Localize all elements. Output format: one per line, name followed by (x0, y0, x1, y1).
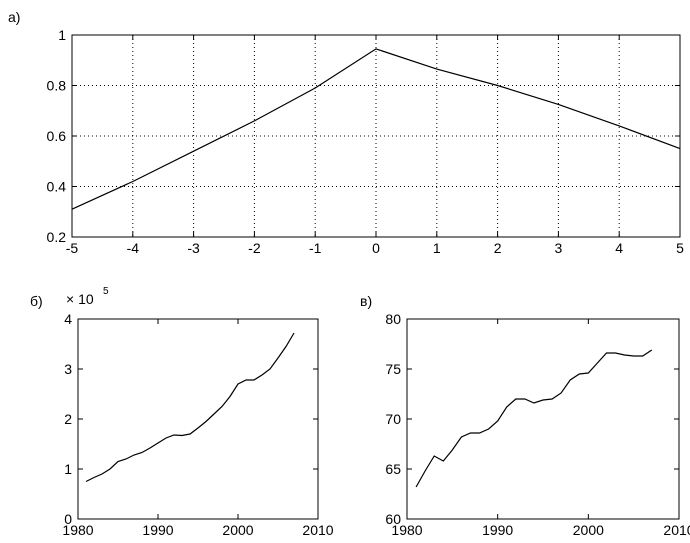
a-xtick-label-9: 4 (615, 240, 623, 256)
c-xtick-label-1: 1990 (482, 522, 513, 538)
b-xtick-label-3: 2010 (302, 522, 333, 538)
a-ytick-label-0: 0.2 (47, 229, 67, 245)
a-xtick-label-5: 0 (372, 240, 380, 256)
b-ytick-label-1: 1 (64, 461, 72, 477)
a-ytick-label-1: 0.4 (47, 179, 67, 195)
chart-c: 1980 1990 2000 2010 60 65 70 75 80 (385, 311, 690, 538)
panel-label-b: б) (30, 293, 43, 309)
chart-b: 1980 1990 2000 2010 0 1 2 3 4 (62, 311, 333, 538)
b-axes-box (77, 318, 319, 520)
c-series-line (415, 349, 653, 488)
b-series-line (85, 332, 295, 483)
b-xtick-label-2: 2000 (222, 522, 253, 538)
a-xtick-label-0: -5 (66, 240, 79, 256)
a-xtick-label-1: -4 (127, 240, 140, 256)
c-ytick-label-2: 70 (385, 411, 401, 427)
chart-a: -5 -4 -3 -2 -1 0 1 2 3 4 5 0.2 0.4 0.6 0.8 1 (47, 27, 685, 256)
a-ytick-label-4: 1 (58, 27, 66, 43)
c-xtick-label-2: 2000 (573, 522, 604, 538)
a-xtick-label-8: 3 (555, 240, 563, 256)
b-ytick-label-0: 0 (64, 511, 72, 527)
a-xtick-label-7: 2 (494, 240, 502, 256)
a-xtick-label-4: -1 (309, 240, 322, 256)
a-xtick-label-10: 5 (676, 240, 684, 256)
multiplier-label: × 10 5 (66, 286, 109, 307)
multiplier-exponent: 5 (103, 286, 109, 297)
c-xtick-label-0: 1980 (391, 522, 422, 538)
a-xtick-label-6: 1 (433, 240, 441, 256)
a-xtick-label-3: -2 (248, 240, 261, 256)
b-xtick-label-0: 1980 (62, 522, 93, 538)
b-ytick-label-4: 4 (64, 311, 72, 327)
b-ytick-label-3: 3 (64, 361, 72, 377)
multiplier-base: × 10 (66, 291, 94, 307)
c-ytick-label-1: 65 (385, 461, 401, 477)
c-ytick-label-3: 75 (385, 361, 401, 377)
a-ytick-label-3: 0.8 (47, 78, 67, 94)
b-xtick-label-1: 1990 (142, 522, 173, 538)
c-axes-box (406, 318, 680, 520)
c-ytick-label-4: 80 (385, 311, 401, 327)
c-ytick-label-0: 60 (385, 511, 401, 527)
a-xtick-label-2: -3 (187, 240, 200, 256)
b-ytick-label-2: 2 (64, 411, 72, 427)
a-ytick-label-2: 0.6 (47, 128, 67, 144)
panel-label-v: в) (360, 293, 372, 309)
c-xtick-label-3: 2010 (663, 522, 690, 538)
a-series-line (71, 48, 681, 210)
panel-label-a: а) (8, 9, 20, 25)
